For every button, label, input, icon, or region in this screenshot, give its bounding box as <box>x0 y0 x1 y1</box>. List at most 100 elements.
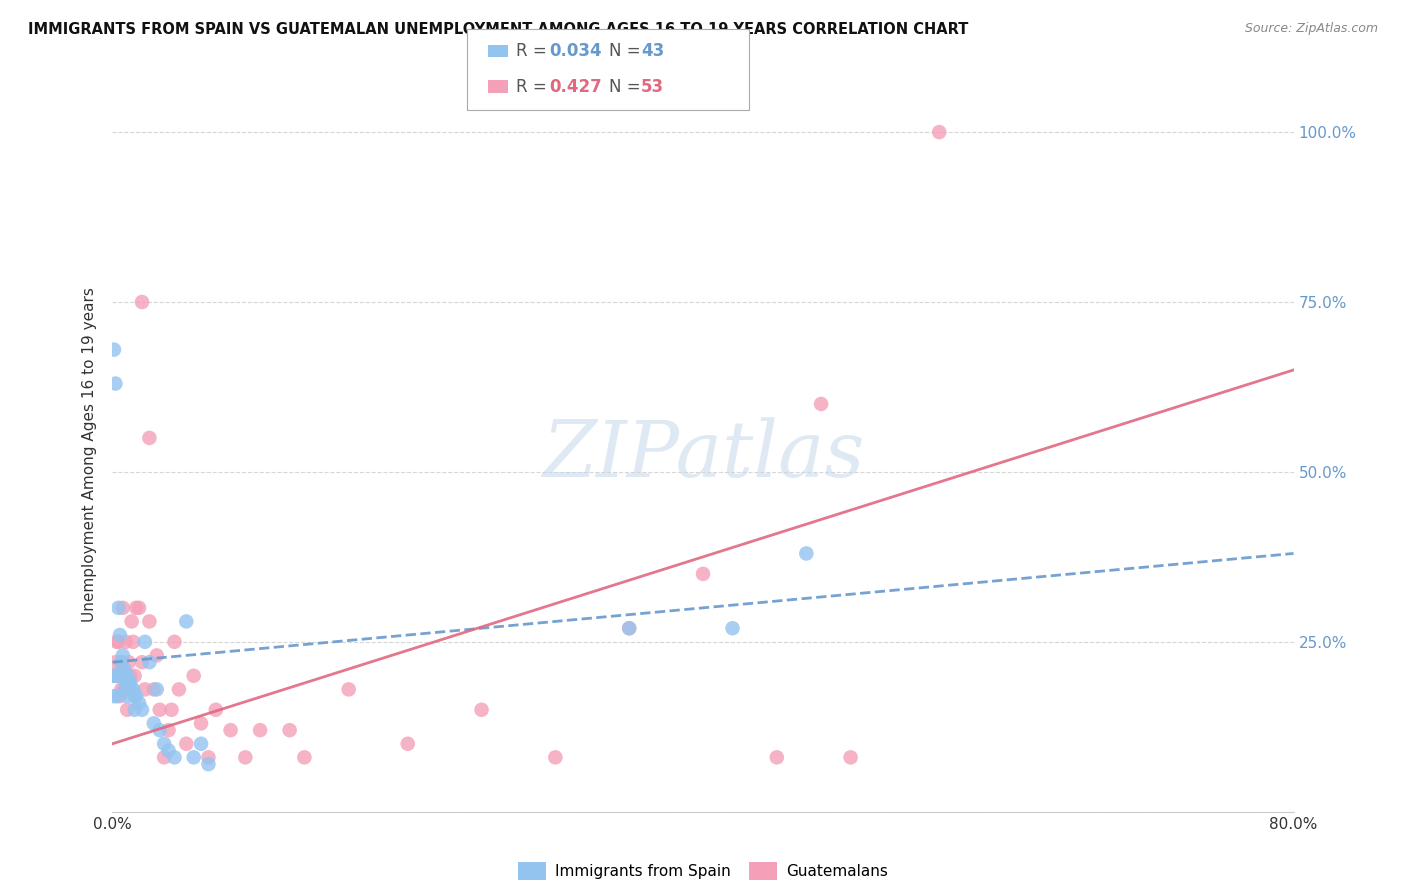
Point <box>205 703 228 717</box>
Point <box>111 669 134 683</box>
Point <box>124 669 146 683</box>
Point <box>103 689 125 703</box>
Point <box>103 669 125 683</box>
Point <box>131 703 153 717</box>
Point <box>120 675 142 690</box>
Point <box>118 655 141 669</box>
Text: IMMIGRANTS FROM SPAIN VS GUATEMALAN UNEMPLOYMENT AMONG AGES 16 TO 19 YEARS CORRE: IMMIGRANTS FROM SPAIN VS GUATEMALAN UNEM… <box>28 22 969 37</box>
Text: N =: N = <box>609 78 645 95</box>
Point <box>107 600 129 615</box>
Point <box>721 621 744 635</box>
Point <box>118 675 141 690</box>
Point <box>183 669 205 683</box>
Point <box>190 716 212 731</box>
Point <box>124 689 146 703</box>
Point <box>117 669 138 683</box>
Point <box>928 125 950 139</box>
Point <box>174 737 197 751</box>
Point <box>104 655 127 669</box>
Point <box>233 750 256 764</box>
Point <box>112 662 135 676</box>
Point <box>112 682 135 697</box>
Point <box>107 635 129 649</box>
Point <box>108 628 131 642</box>
Point <box>110 682 132 697</box>
Point <box>111 648 134 663</box>
Point <box>125 689 148 703</box>
Point <box>105 669 128 683</box>
Point <box>157 723 180 738</box>
Point <box>108 689 131 703</box>
Point <box>142 716 165 731</box>
Point <box>292 750 315 764</box>
Point <box>138 655 160 669</box>
Point <box>167 682 190 697</box>
Text: R =: R = <box>516 42 553 60</box>
Text: 53: 53 <box>641 78 664 95</box>
Point <box>157 743 180 757</box>
Point <box>110 655 132 669</box>
Point <box>153 750 176 764</box>
Point <box>103 669 125 683</box>
Point <box>160 703 183 717</box>
Point <box>197 750 219 764</box>
Point <box>544 750 567 764</box>
Point <box>796 546 818 560</box>
Legend: Immigrants from Spain, Guatemalans: Immigrants from Spain, Guatemalans <box>512 856 894 886</box>
Point <box>131 655 153 669</box>
Point <box>121 682 143 697</box>
Point <box>174 615 197 629</box>
Text: 0.427: 0.427 <box>550 78 603 95</box>
Text: 43: 43 <box>641 42 665 60</box>
Text: N =: N = <box>609 42 645 60</box>
Point <box>117 703 138 717</box>
Point <box>103 343 125 357</box>
Point <box>470 703 494 717</box>
Text: 0.034: 0.034 <box>550 42 602 60</box>
Point <box>149 703 172 717</box>
Point <box>183 750 205 764</box>
Point <box>146 682 169 697</box>
Point <box>134 635 156 649</box>
Point <box>124 703 146 717</box>
Point <box>111 600 134 615</box>
Point <box>108 669 131 683</box>
Point <box>197 757 219 772</box>
Point <box>810 397 832 411</box>
Point <box>128 696 150 710</box>
Text: R =: R = <box>516 78 553 95</box>
Point <box>692 566 714 581</box>
Point <box>163 750 186 764</box>
Point <box>108 669 131 683</box>
Point <box>122 635 145 649</box>
Point <box>117 689 138 703</box>
Point <box>619 621 641 635</box>
Point <box>619 621 641 635</box>
Point <box>839 750 862 764</box>
Point <box>110 655 132 669</box>
Point <box>249 723 271 738</box>
Point <box>138 615 160 629</box>
Point <box>105 689 128 703</box>
Point <box>149 723 172 738</box>
Point <box>105 635 128 649</box>
Point <box>163 635 186 649</box>
Point <box>121 615 143 629</box>
Point <box>142 682 165 697</box>
Point <box>125 600 148 615</box>
Point <box>153 737 176 751</box>
Point <box>134 682 156 697</box>
Point <box>112 682 135 697</box>
Point <box>104 669 127 683</box>
Point <box>114 669 136 683</box>
Point <box>114 635 136 649</box>
Point <box>105 669 128 683</box>
Point <box>190 737 212 751</box>
Point <box>766 750 789 764</box>
Point <box>146 648 169 663</box>
Y-axis label: Unemployment Among Ages 16 to 19 years: Unemployment Among Ages 16 to 19 years <box>82 287 97 623</box>
Point <box>396 737 419 751</box>
Point <box>120 669 142 683</box>
Point <box>138 431 160 445</box>
Point <box>131 295 153 310</box>
